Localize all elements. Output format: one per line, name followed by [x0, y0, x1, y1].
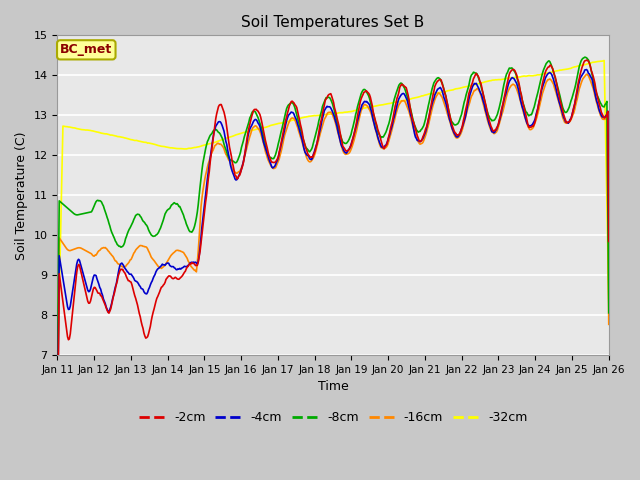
- Y-axis label: Soil Temperature (C): Soil Temperature (C): [15, 131, 28, 260]
- Legend: -2cm, -4cm, -8cm, -16cm, -32cm: -2cm, -4cm, -8cm, -16cm, -32cm: [134, 406, 532, 429]
- Title: Soil Temperatures Set B: Soil Temperatures Set B: [241, 15, 425, 30]
- X-axis label: Time: Time: [317, 381, 348, 394]
- Text: BC_met: BC_met: [60, 43, 113, 56]
